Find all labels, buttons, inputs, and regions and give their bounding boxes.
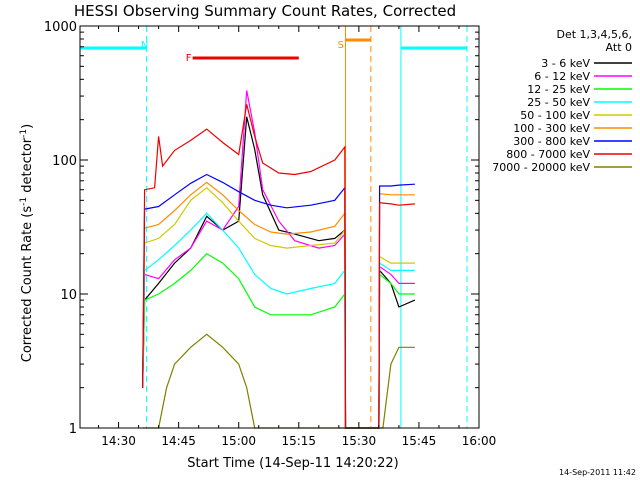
legend-label-3: 12 - 25 keV (527, 83, 590, 96)
x-tick-label-5: 15:30 (342, 434, 377, 448)
y-axis-label: Corrected Count Rate (s-1 detector-1) (19, 124, 35, 362)
legend-header-1: Det 1,3,4,5,6, (556, 28, 632, 41)
legend-header-2: Att 0 (606, 41, 632, 54)
series-layer (142, 90, 416, 429)
event-label-1: N (141, 40, 148, 51)
y-axis-ticks: 1 10 100 1000 (44, 20, 479, 437)
legend-label-8: 800 - 7000 keV (506, 148, 590, 161)
legend-label-4: 25 - 50 keV (527, 96, 590, 109)
x-axis-label: Start Time (14-Sep-11 14:20:22) (187, 456, 398, 471)
y-tick-label-1: 1 (69, 422, 77, 437)
plot-frame (79, 25, 480, 429)
y-axis-label-sup2: -1 (19, 129, 29, 138)
timestamp: 14-Sep-2011 11:42 (559, 468, 636, 477)
series-line-7000-20000-kev (142, 333, 415, 429)
legend-label-1: 3 - 6 keV (541, 57, 590, 70)
x-tick-label-6: 15:45 (402, 434, 437, 448)
y-axis-label-sup1: -1 (19, 197, 29, 206)
x-tick-label-3: 15:00 (221, 434, 256, 448)
y-axis-label-mid: detector (20, 137, 35, 197)
x-tick-label-4: 15:15 (281, 434, 316, 448)
y-axis-label-main: Corrected Count Rate (s (20, 206, 35, 363)
series-line-800-7000-kev (142, 104, 415, 429)
x-tick-label-1: 14:30 (101, 434, 136, 448)
legend-label-6: 100 - 300 keV (513, 122, 590, 135)
attenuator-bars: F (186, 53, 299, 64)
y-tick-label-3: 100 (52, 154, 77, 169)
y-tick-label-4: 1000 (44, 20, 77, 35)
legend-label-7: 300 - 800 keV (513, 135, 590, 148)
x-axis-ticks: 14:30 14:45 15:00 15:15 15:30 15:45 16:00 (98, 26, 497, 448)
attenuator-label-1: F (186, 53, 192, 64)
event-label-2: S (338, 40, 344, 51)
y-tick-label-2: 10 (60, 288, 77, 303)
x-tick-label-2: 14:45 (161, 434, 196, 448)
legend-label-9: 7000 - 20000 keV (492, 161, 590, 174)
x-tick-label-7: 16:00 (462, 434, 497, 448)
chart-title: HESSI Observing Summary Count Rates, Cor… (74, 2, 456, 20)
legend-label-2: 6 - 12 keV (534, 70, 590, 83)
y-axis-label-end: ) (20, 124, 35, 129)
legend-label-5: 50 - 100 keV (520, 109, 590, 122)
